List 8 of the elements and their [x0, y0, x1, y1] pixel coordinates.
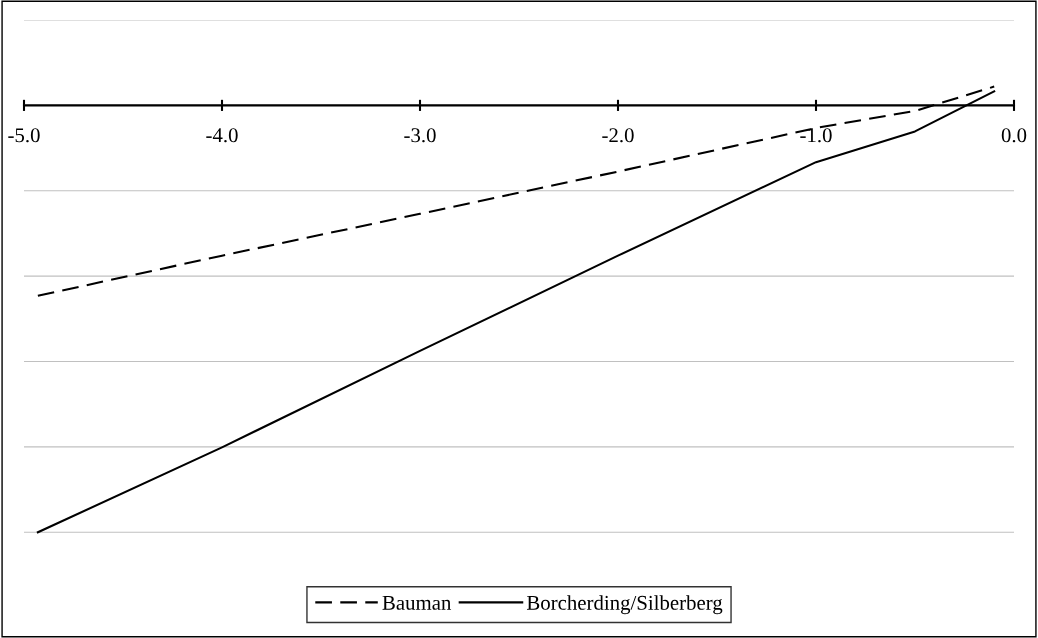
legend-label: Borcherding/Silberberg [526, 595, 723, 615]
x-tick-label: -5.0 [8, 128, 40, 143]
x-tick-label: 0.0 [1001, 128, 1027, 143]
x-tick-label: -4.0 [206, 128, 238, 143]
legend-label: Bauman [382, 596, 452, 610]
x-tick-label: -1.0 [800, 128, 832, 143]
x-tick-label: -3.0 [404, 128, 436, 143]
x-tick-label: -2.0 [602, 128, 634, 143]
